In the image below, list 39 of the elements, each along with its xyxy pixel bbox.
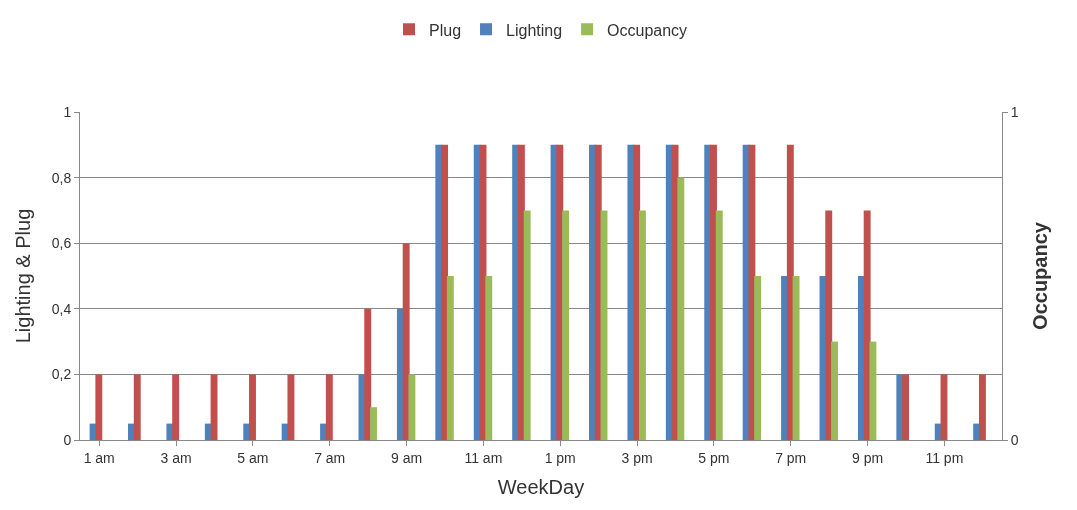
bar (249, 374, 256, 440)
bar (902, 374, 910, 440)
legend-label: Lighting (506, 21, 563, 39)
y-tick-label: 0,2 (51, 366, 72, 383)
bar (370, 407, 377, 440)
x-tick-label: 5 pm (698, 449, 730, 466)
bar (133, 374, 141, 440)
y-tick-label: 0,8 (51, 169, 72, 186)
y2-axis-title: Occupancy (1029, 221, 1052, 330)
legend-label: Plug (429, 21, 462, 39)
y-tick-label: 0,4 (51, 300, 72, 317)
bar (825, 210, 833, 440)
x-tick-label: 1 am (83, 449, 115, 466)
x-tick-label: 5 am (237, 449, 269, 466)
bar (95, 374, 103, 440)
y-tick-label: 1 (63, 103, 72, 120)
bar (325, 374, 333, 440)
x-tick-label: 1 pm (544, 449, 576, 466)
x-tick-label: 9 am (390, 449, 423, 466)
bar (978, 374, 986, 440)
x-tick-label: 7 am (314, 449, 346, 466)
bar (210, 374, 218, 440)
y-tick-label: 0,6 (51, 235, 72, 252)
x-tick-label: 11 pm (925, 449, 964, 466)
legend-label: Occupancy (607, 21, 688, 39)
y2-tick-label: 1 (1010, 103, 1019, 120)
bar (172, 374, 180, 440)
x-tick-label: 11 am (464, 449, 503, 466)
x-tick-label: 3 am (160, 449, 192, 466)
y2-tick-label: 0 (1010, 431, 1019, 448)
x-axis-title: WeekDay (497, 476, 585, 499)
bar (364, 308, 372, 440)
x-tick-label: 9 pm (851, 449, 884, 466)
y-tick-label: 0 (63, 431, 72, 448)
x-tick-label: 7 pm (775, 449, 807, 466)
bar (287, 374, 295, 440)
y-axis-title: Lighting & Plug (12, 208, 35, 344)
bar (402, 243, 410, 440)
x-tick-label: 3 pm (621, 449, 653, 466)
